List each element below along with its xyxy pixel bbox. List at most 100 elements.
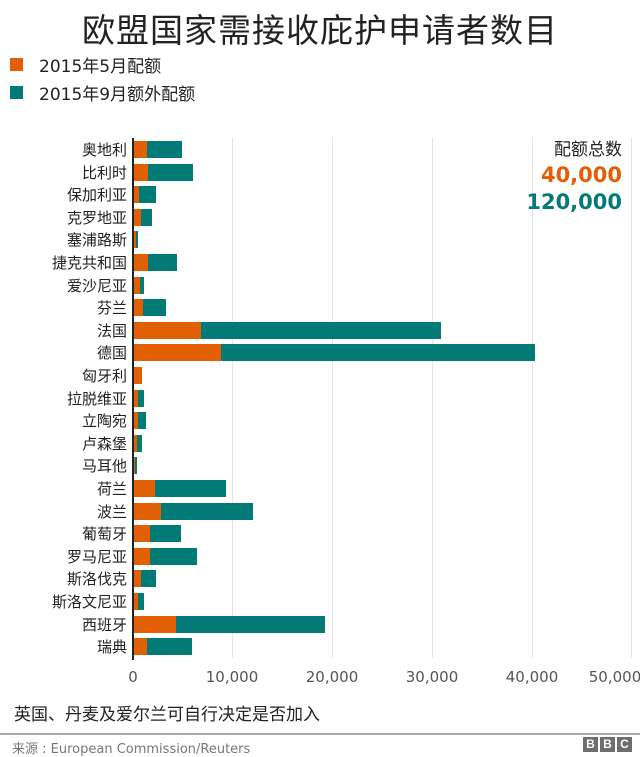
chart-row: 克罗地亚: [0, 207, 640, 229]
bar-sep-quota: [141, 570, 156, 588]
bar-may-quota: [133, 502, 161, 520]
bar-sep-quota: [161, 502, 253, 520]
bar-may-quota: [133, 480, 155, 497]
chart-row: 斯洛伐克: [0, 568, 640, 590]
category-label: 塞浦路斯: [66, 231, 127, 250]
bar-may-quota: [133, 321, 201, 339]
gridline: [332, 138, 333, 658]
bar-may-quota: [133, 344, 221, 362]
bar-sep-quota: [139, 186, 156, 204]
chart-row: 葡萄牙: [0, 523, 640, 545]
gridline: [631, 138, 632, 658]
x-axis-tick: 50,000: [588, 668, 640, 686]
chart-row: 荷兰: [0, 478, 640, 500]
legend-swatch-sep: [10, 85, 23, 99]
totals-box: 配额总数 40,000 120,000: [526, 138, 622, 216]
bar-may-quota: [133, 457, 135, 475]
bar-sep-quota: [138, 593, 144, 610]
bar-sep-quota: [201, 321, 441, 339]
category-label: 捷克共和国: [51, 254, 127, 272]
chart-row: 保加利亚: [0, 184, 640, 206]
bar-may-quota: [133, 638, 147, 656]
bar-may-quota: [133, 186, 139, 204]
category-label: 卢森堡: [81, 434, 127, 453]
chart-row: 爱沙尼亚: [0, 275, 640, 297]
legend-swatch-may: [10, 57, 23, 71]
bbc-logo-letter: B: [583, 737, 598, 752]
totals-sep-value: 120,000: [526, 190, 622, 214]
x-axis-tick: 10,000: [205, 668, 259, 686]
category-label: 立陶宛: [81, 412, 127, 431]
chart-row: 拉脱维亚: [0, 388, 640, 410]
chart-row: 德国: [0, 342, 640, 364]
gridline: [532, 138, 533, 658]
legend-item-sep: 2015年9月额外配额: [8, 78, 195, 106]
bar-sep-quota: [138, 412, 146, 430]
category-label: 芬兰: [96, 299, 127, 318]
footer-divider: [0, 733, 640, 735]
category-label: 斯洛文尼亚: [51, 593, 127, 611]
bar-sep-quota: [140, 276, 144, 294]
category-label: 比利时: [81, 163, 127, 182]
bar-sep-quota: [148, 254, 177, 271]
chart-row: 卢森堡: [0, 433, 640, 455]
category-label: 马耳他: [81, 457, 127, 476]
category-label: 西班牙: [81, 615, 127, 634]
chart-row: 塞浦路斯: [0, 229, 640, 251]
bbc-logo-letter: B: [600, 737, 615, 752]
bar-may-quota: [133, 299, 143, 317]
chart-row: 瑞典: [0, 636, 640, 658]
x-axis-tick: 0: [128, 668, 138, 686]
gridline: [432, 138, 433, 658]
y-axis-line: [132, 138, 134, 660]
bar-sep-quota: [136, 231, 138, 249]
legend-label-may: 2015年5月配额: [39, 56, 162, 77]
category-label: 奥地利: [81, 141, 127, 159]
chart-row: 马耳他: [0, 455, 640, 477]
bar-may-quota: [133, 141, 147, 158]
chart-row: 匈牙利: [0, 365, 640, 387]
chart-row: 法国: [0, 320, 640, 342]
bbc-logo-letter: C: [617, 737, 632, 752]
source-text: 来源 : European Commission/Reuters: [12, 742, 251, 757]
bar-may-quota: [133, 412, 138, 430]
category-label: 罗马尼亚: [66, 547, 127, 566]
bar-may-quota: [133, 276, 140, 294]
bar-sep-quota: [155, 480, 226, 497]
legend: 2015年5月配额 2015年9月额外配额: [8, 50, 195, 106]
legend-label-sep: 2015年9月额外配额: [39, 84, 196, 105]
bar-may-quota: [133, 367, 142, 384]
bar-sep-quota: [143, 299, 166, 317]
category-label: 拉脱维亚: [66, 389, 127, 408]
category-label: 爱沙尼亚: [66, 276, 127, 295]
bar-sep-quota: [135, 457, 137, 475]
bar-sep-quota: [176, 615, 325, 633]
totals-title: 配额总数: [554, 140, 622, 160]
bar-sep-quota: [150, 525, 181, 543]
bar-may-quota: [133, 547, 150, 565]
chart-row: 罗马尼亚: [0, 546, 640, 568]
chart-row: 波兰: [0, 501, 640, 523]
gridline: [232, 138, 233, 658]
bar-sep-quota: [138, 389, 144, 407]
bar-chart: 奥地利比利时保加利亚克罗地亚塞浦路斯捷克共和国爱沙尼亚芬兰法国德国匈牙利拉脱维亚…: [0, 138, 640, 660]
bar-sep-quota: [148, 163, 193, 181]
totals-may-value: 40,000: [540, 163, 622, 187]
chart-title: 欧盟国家需接收庇护申请者数目: [82, 11, 558, 50]
bar-may-quota: [133, 570, 141, 588]
category-label: 法国: [96, 321, 127, 340]
bar-may-quota: [133, 434, 137, 452]
category-label: 保加利亚: [66, 186, 127, 205]
category-label: 匈牙利: [81, 367, 127, 385]
bbc-logo: B B C: [583, 737, 632, 752]
bar-may-quota: [133, 389, 138, 407]
bar-sep-quota: [221, 344, 535, 362]
x-axis-tick: 30,000: [405, 668, 459, 686]
bar-sep-quota: [137, 434, 142, 452]
category-label: 荷兰: [96, 480, 127, 498]
category-label: 葡萄牙: [81, 525, 127, 544]
category-label: 波兰: [96, 502, 127, 521]
bar-sep-quota: [147, 141, 182, 158]
chart-row: 立陶宛: [0, 410, 640, 432]
bar-may-quota: [133, 163, 148, 181]
